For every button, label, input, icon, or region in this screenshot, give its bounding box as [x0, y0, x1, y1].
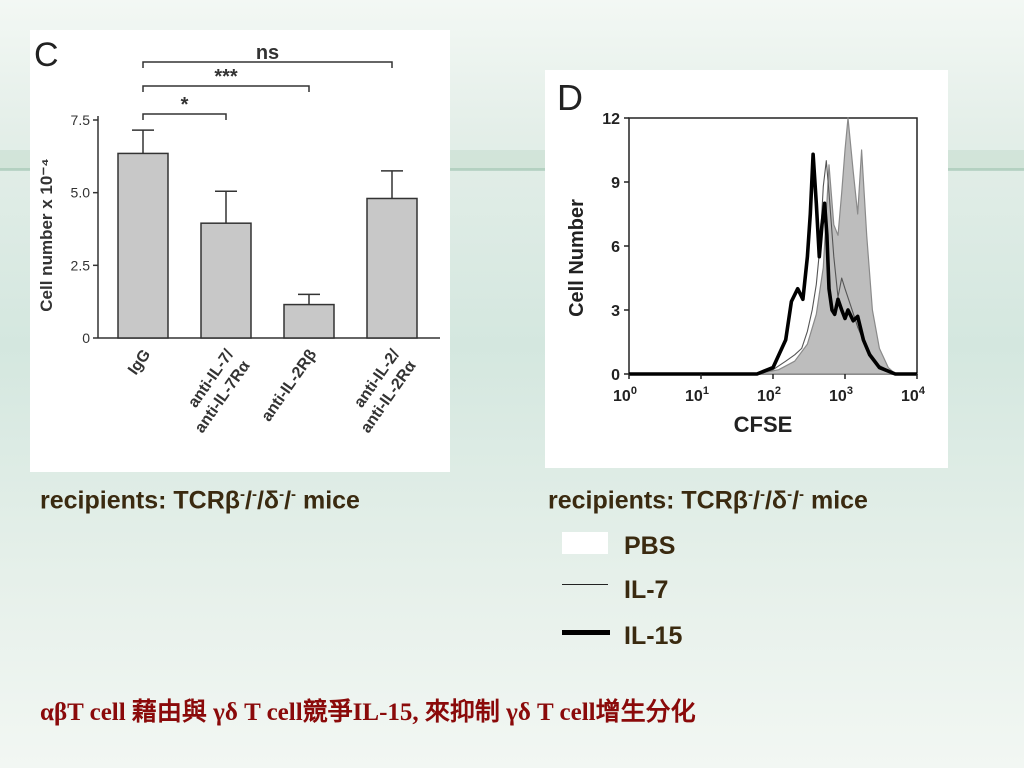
- y-tick-label: 0: [82, 330, 90, 346]
- caption-delta: /δ: [764, 486, 788, 515]
- series-pbs: [628, 117, 918, 375]
- x-tick-label: 104: [901, 385, 926, 405]
- legend-swatch-white: [562, 532, 608, 554]
- y-tick-label: 0: [611, 367, 620, 384]
- x-tick-label: 100: [613, 385, 637, 405]
- panel-label-d: D: [557, 77, 583, 118]
- histogram-panel: D 0 3 6 9 12 100 101 102 103 104 CFSE Cell Number: [545, 70, 948, 468]
- y-axis-label: Cell Number: [566, 199, 588, 317]
- caption-sup: -: [748, 486, 754, 503]
- caption-sup: -: [799, 486, 805, 503]
- caption-sup: -: [279, 486, 285, 503]
- x-tick-label-line: anti-IL-2Rβ: [258, 346, 320, 424]
- caption-slash: /: [753, 486, 760, 515]
- x-axis-label: CFSE: [734, 412, 793, 437]
- x-tick-base: 10: [829, 388, 847, 405]
- x-tick-label: anti-IL-2/anti-IL-2Rα: [341, 346, 420, 436]
- caption-slash: /: [792, 486, 800, 515]
- caption-slash: /: [245, 486, 252, 515]
- caption-suffix: mice: [804, 486, 868, 515]
- panel-label-c: C: [34, 36, 59, 74]
- bar: [200, 222, 252, 339]
- x-tick-exponent: 4: [919, 385, 926, 397]
- y-tick-label: 7.5: [71, 112, 91, 128]
- caption-sup: -: [759, 486, 765, 503]
- x-tick-base: 10: [613, 388, 631, 405]
- x-tick-exponent: 2: [775, 385, 781, 397]
- caption-sup: -: [787, 486, 793, 503]
- left-caption: recipients: TCRβ-/-/δ-/- mice: [40, 486, 360, 515]
- right-caption: recipients: TCRβ-/-/δ-/- mice: [548, 486, 868, 515]
- legend-swatch-thick-line: [562, 630, 610, 635]
- significance-bracket: [142, 61, 393, 68]
- caption-sup: -: [291, 486, 297, 503]
- x-tick-label: 103: [829, 385, 853, 405]
- significance-label: ***: [214, 66, 238, 88]
- x-tick-label: anti-IL-2Rβ: [258, 346, 320, 424]
- legend-label: PBS: [624, 532, 676, 560]
- x-tick-label: anti-IL-7/anti-IL-7Rα: [175, 346, 254, 436]
- caption-suffix: mice: [296, 486, 360, 515]
- x-tick-exponent: 0: [631, 385, 637, 397]
- caption-prefix: recipients: TCRβ: [548, 486, 749, 515]
- y-axis-label: Cell number x 10⁻⁴: [37, 158, 56, 311]
- footer-text: αβT cell 藉由與 γδ T cell競爭IL-15, 來抑制 γδ T …: [40, 699, 696, 726]
- x-tick-label: 102: [757, 385, 781, 405]
- x-tick-base: 10: [757, 388, 775, 405]
- x-tick-base: 10: [685, 388, 703, 405]
- x-tick-exponent: 1: [703, 385, 709, 397]
- x-tick-label: IgG: [125, 347, 154, 379]
- legend-label: IL-15: [624, 622, 683, 650]
- y-tick-label: 6: [611, 239, 620, 256]
- caption-delta: /δ: [256, 486, 280, 515]
- y-tick-label: 9: [611, 175, 620, 192]
- legend-swatch-thin-line: [562, 584, 608, 585]
- caption-sup: -: [240, 486, 246, 503]
- bar: [366, 197, 418, 339]
- caption-slash: /: [284, 486, 292, 515]
- x-tick-label: 101: [685, 385, 709, 405]
- background-rule: [0, 168, 1024, 171]
- y-tick-label: 2.5: [71, 257, 91, 273]
- caption-sup: -: [251, 486, 257, 503]
- x-tick-exponent: 3: [847, 385, 853, 397]
- significance-bracket: [142, 85, 310, 92]
- bar: [117, 152, 169, 339]
- caption-prefix: recipients: TCRβ: [40, 486, 241, 515]
- y-tick-label: 12: [602, 111, 620, 128]
- bar: [283, 303, 335, 339]
- significance-label: ns: [256, 42, 279, 64]
- significance-label: *: [181, 94, 189, 116]
- series-il-7: [629, 160, 917, 375]
- x-tick-label-line: IgG: [125, 347, 154, 379]
- legend-label: IL-7: [624, 576, 669, 604]
- significance-bracket: [142, 113, 227, 120]
- y-tick-label: 3: [611, 303, 620, 320]
- x-tick-base: 10: [901, 388, 919, 405]
- series-il-15: [629, 152, 917, 376]
- bar-chart-panel: C 0 2.5 5.0 7.5 Cell number x 10⁻⁴ * *** ns IgG a…: [30, 30, 450, 472]
- y-tick-label: 5.0: [71, 185, 91, 201]
